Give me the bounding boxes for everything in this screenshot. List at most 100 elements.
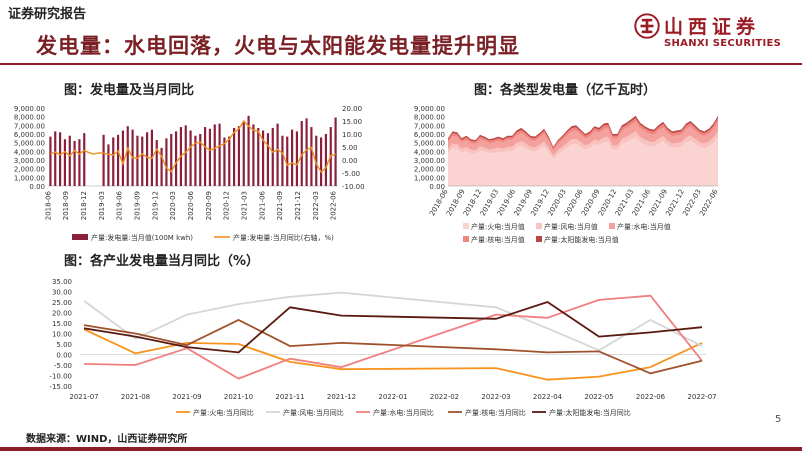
chart3-x-tick: 2022-06 [636,393,666,401]
header-divider [0,63,802,65]
chart2-legend-label: 产量:太阳能发电:当月值 [544,235,619,244]
page-title: 发电量：水电回落，火电与太阳能发电量提升明显 [36,34,520,58]
chart1-yright-tick: 20.00 [342,105,362,113]
chart1-bar [300,121,303,186]
chart1-bar [78,139,81,186]
chart1-x-tick: 2021-09 [276,191,284,220]
chart1-bar [126,126,129,186]
chart1-yright-tick: -10.00 [342,183,365,191]
chart1-bar [324,134,328,186]
chart1-bar [189,130,192,186]
chart1-bar [145,132,149,186]
chart1-bar [160,147,163,186]
chart2-y-tick: 4,000.00 [414,148,445,156]
data-source: 数据来源：WIND，山西证券研究所 [26,434,188,445]
chart1-x-tick: 2019-03 [98,191,106,220]
chart1-bar [199,134,202,186]
chart3-series-line [83,328,703,381]
chart1-bar [334,117,337,186]
chart1-yleft-tick: 4,000.00 [14,148,45,156]
chart1-bar [136,135,139,186]
page-number: 5 [775,414,782,425]
chart1-bar [63,139,67,186]
chart3-y-tick: 30.00 [52,289,72,297]
chart3-y-tick: 0.00 [56,352,72,360]
chart2-area-layer [448,136,718,186]
chart1-bar [242,121,245,186]
chart3-y-tick: -5.00 [54,362,72,370]
chart1-bar [73,140,76,186]
chart2-legend-swatch [609,223,615,229]
chart3-y-tick: -15.00 [49,383,72,391]
chart1-bar [310,127,313,186]
chart2-legend-swatch [536,223,542,229]
chart3-legend-label: 产量:火电:当月同比 [193,408,254,417]
shanxi-securities-logo [634,13,660,39]
chart1-yright-tick: -5.00 [342,170,360,178]
chart1-x-tick: 2018-12 [80,191,88,220]
chart1-yleft-tick: 9,000.00 [14,105,45,113]
chart1-yleft-tick: 8,000.00 [14,114,45,122]
chart2-y-tick: 1,000.00 [414,174,445,182]
chart1-bar [257,127,260,186]
chart2-y-tick: 3,000.00 [414,157,445,165]
chart3-x-tick: 2021-11 [275,393,304,401]
chart1-bar [83,133,86,186]
chart3-legend-label: 产量:太阳能发电:当月同比 [549,408,631,417]
chart1-bar [223,137,226,186]
chart1-x-tick: 2022-06 [330,190,338,220]
chart1-bar [305,118,308,186]
chart1-bar [170,134,173,186]
chart1-bar [276,123,279,186]
chart1-x-tick: 2019-09 [134,191,142,220]
chart1-bar [58,132,62,186]
chart2-legend-label: 产量:水电:当月值 [617,222,671,231]
chart1-x-tick: 2021-03 [240,191,248,220]
chart1-yright-tick: 15.00 [342,118,362,126]
chart1-yleft-tick: 6,000.00 [14,131,45,139]
chart2-y-tick: 6,000.00 [414,131,445,139]
chart3-y-tick: 20.00 [52,310,72,318]
chart2-title: 图：各类型发电量（亿千瓦时） [474,83,657,98]
chart1-x-tick: 2021-12 [294,191,302,220]
chart3-x-tick: 2022-03 [481,393,510,401]
chart1-yleft-tick: 5,000.00 [14,140,45,148]
chart1-yleft-tick: 1,000.00 [14,174,45,182]
org-label: 证券研究报告 [8,7,87,22]
chart1-yleft-tick: 0.00 [29,183,45,191]
chart1-yoy-line [50,119,336,174]
chart2-y-tick: 5,000.00 [414,140,445,148]
chart1-bar [112,137,115,186]
chart2-legend-label: 产量:火电:当月值 [471,222,525,231]
chart3-x-tick: 2022-05 [584,393,613,401]
chart3-y-tick: 5.00 [56,341,72,349]
chart2-legend-label: 产量:风电:当月值 [544,222,598,231]
chart3-x-tick: 2022-02 [430,393,459,401]
chart2-legend-label: 产量:核电:当月值 [471,235,525,244]
chart3-legend-label: 产量:核电:当月同比 [465,408,526,417]
chart1-bar [184,125,187,186]
chart3-x-tick: 2022-01 [378,393,407,401]
chart1-bar [116,134,120,186]
chart3-series-line [83,319,703,375]
chart1-x-tick: 2021-06 [258,190,266,220]
chart1-bar [155,140,158,186]
chart1-bar [218,123,221,186]
chart3-y-tick: 10.00 [52,331,72,339]
chart1-yright-tick: 5.00 [342,144,358,152]
chart2-legend-swatch [536,236,542,242]
chart1-bar [203,127,207,186]
chart3-y-tick: 25.00 [52,299,72,307]
chart1-bar [266,133,270,186]
chart3-x-tick: 2021-08 [121,393,150,401]
chart3-series-line [83,294,703,380]
chart1-bar [290,129,294,186]
chart1-bar [295,131,299,186]
chart1-bar [102,134,105,186]
chart3-series-line [83,301,703,354]
chart3-x-tick: 2021-10 [224,393,253,401]
chart3-x-tick: 2021-07 [69,393,98,401]
chart2-y-tick: 8,000.00 [414,114,445,122]
chart3-y-tick: 15.00 [52,320,72,328]
